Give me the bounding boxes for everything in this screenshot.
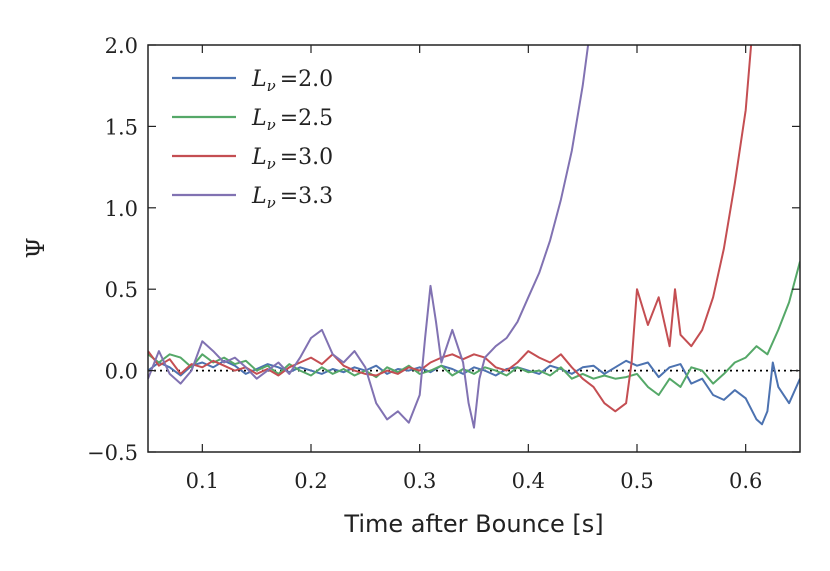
x-tick-label: 0.4 xyxy=(512,469,545,493)
y-tick-label: 0.5 xyxy=(105,278,138,302)
y-tick-label: 0.0 xyxy=(105,360,138,384)
x-tick-label: 0.5 xyxy=(620,469,653,493)
x-tick-label: 0.2 xyxy=(294,469,327,493)
y-tick-label: 2.0 xyxy=(105,34,138,58)
series-line-0 xyxy=(148,359,800,426)
legend-label-1: Lν =2.5 xyxy=(251,106,333,134)
y-tick-label: −0.5 xyxy=(87,441,138,465)
legend-label-3: Lν =3.3 xyxy=(251,184,333,212)
y-tick-label: 1.0 xyxy=(105,197,138,221)
y-tick-label: 1.5 xyxy=(105,115,138,139)
x-tick-label: 0.6 xyxy=(729,469,762,493)
y-axis-title: Ψ xyxy=(22,237,50,258)
plot-frame xyxy=(147,44,801,453)
series-line-3 xyxy=(148,45,590,429)
series-line-1 xyxy=(148,261,800,396)
x-axis-title: Time after Bounce [s] xyxy=(343,510,603,538)
x-tick-label: 0.3 xyxy=(403,469,436,493)
series-line-2 xyxy=(148,45,753,413)
legend-label-0: Lν =2.0 xyxy=(251,67,333,95)
legend-label-2: Lν =3.0 xyxy=(251,145,333,173)
x-tick-label: 0.1 xyxy=(186,469,219,493)
